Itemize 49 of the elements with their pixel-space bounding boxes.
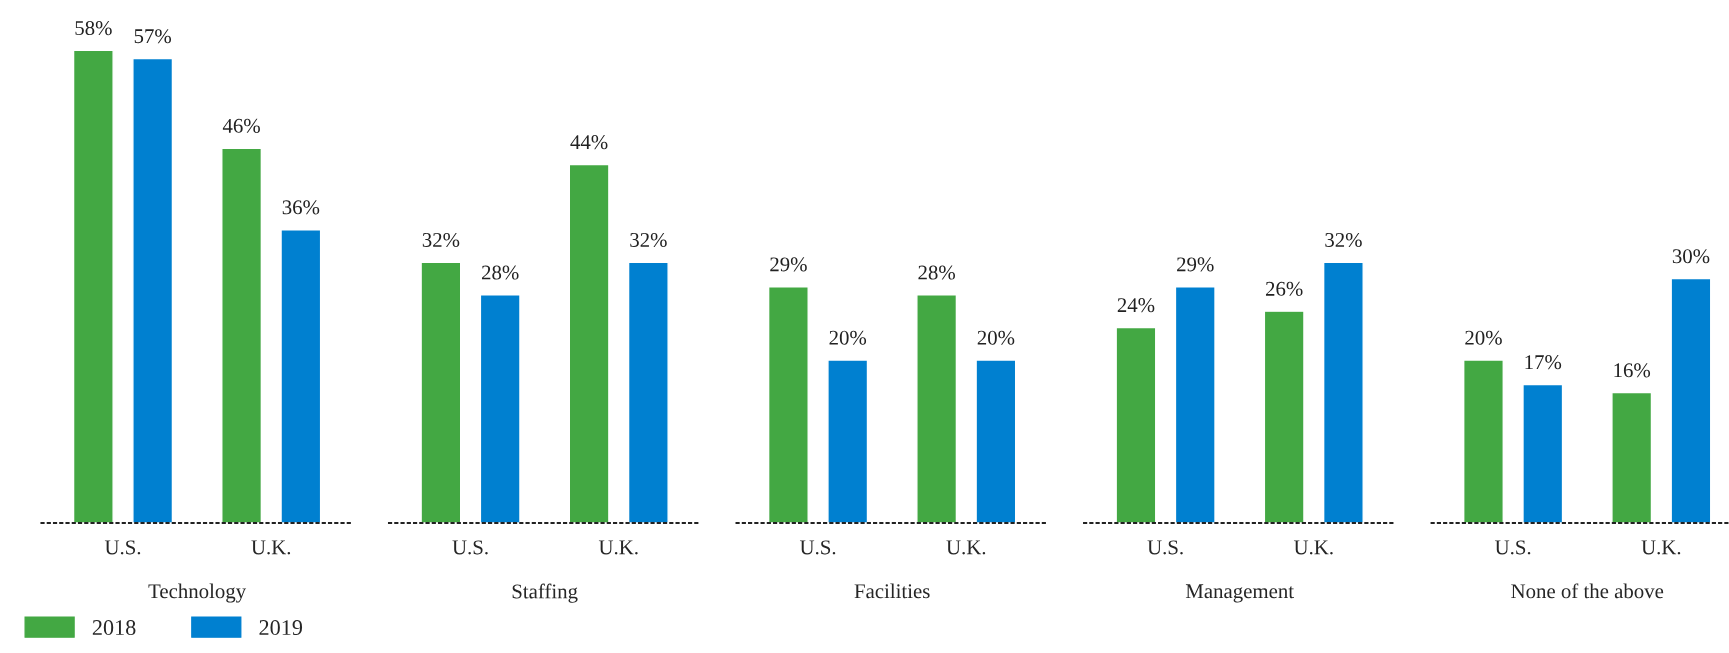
bar (1670, 277, 1712, 524)
data-label: 16% (1614, 363, 1651, 378)
x-tick-label: U.K. (1641, 540, 1681, 555)
bar (1522, 383, 1564, 524)
data-label: 28% (482, 265, 519, 280)
bar (280, 228, 322, 524)
x-tick-label: U.S. (452, 540, 488, 555)
data-label: 46% (222, 118, 260, 133)
x-tick-label: U.K. (946, 540, 986, 555)
data-label: 30% (1672, 249, 1710, 264)
x-tick-label: U.S. (1147, 540, 1183, 555)
x-axis-title: Technology (148, 583, 247, 603)
x-tick-label: U.S. (1495, 540, 1531, 555)
x-tick-label: U.K. (251, 540, 291, 555)
data-label: 26% (1265, 281, 1303, 296)
data-label: 32% (630, 232, 667, 248)
data-label: 28% (918, 265, 956, 280)
x-tick-label: U.S. (799, 540, 836, 555)
data-label: 20% (977, 330, 1015, 345)
bar (1174, 286, 1216, 524)
data-label: 32% (422, 232, 460, 248)
x-tick-label: U.S. (104, 540, 141, 555)
data-label: 29% (770, 257, 807, 272)
data-label: 57% (134, 29, 172, 44)
bar (1611, 391, 1653, 524)
legend-label: 2019 (259, 620, 303, 636)
bar (1263, 310, 1305, 524)
x-axis-title: Management (1185, 584, 1294, 603)
data-label: 32% (1325, 232, 1362, 248)
data-label: 20% (829, 330, 867, 345)
bar (1322, 261, 1364, 524)
bar (1115, 326, 1157, 524)
x-axis-title: Staffing (512, 583, 578, 603)
bar (72, 49, 114, 524)
bar (221, 147, 263, 524)
data-label: 36% (282, 200, 320, 215)
data-label: 58% (75, 21, 112, 36)
legend-label: 2018 (92, 620, 136, 636)
data-label: 29% (1177, 257, 1214, 272)
x-tick-label: U.K. (1293, 540, 1333, 555)
bar (1463, 359, 1504, 524)
x-tick-label: U.K. (598, 540, 638, 555)
data-label: 20% (1465, 330, 1502, 345)
data-label: 24% (1117, 298, 1155, 313)
x-axis-title: Facilities (854, 583, 930, 599)
data-label: 17% (1525, 355, 1562, 370)
data-label: 44% (570, 135, 608, 150)
x-axis-title: None of the above (1511, 583, 1664, 599)
bar (132, 57, 174, 524)
